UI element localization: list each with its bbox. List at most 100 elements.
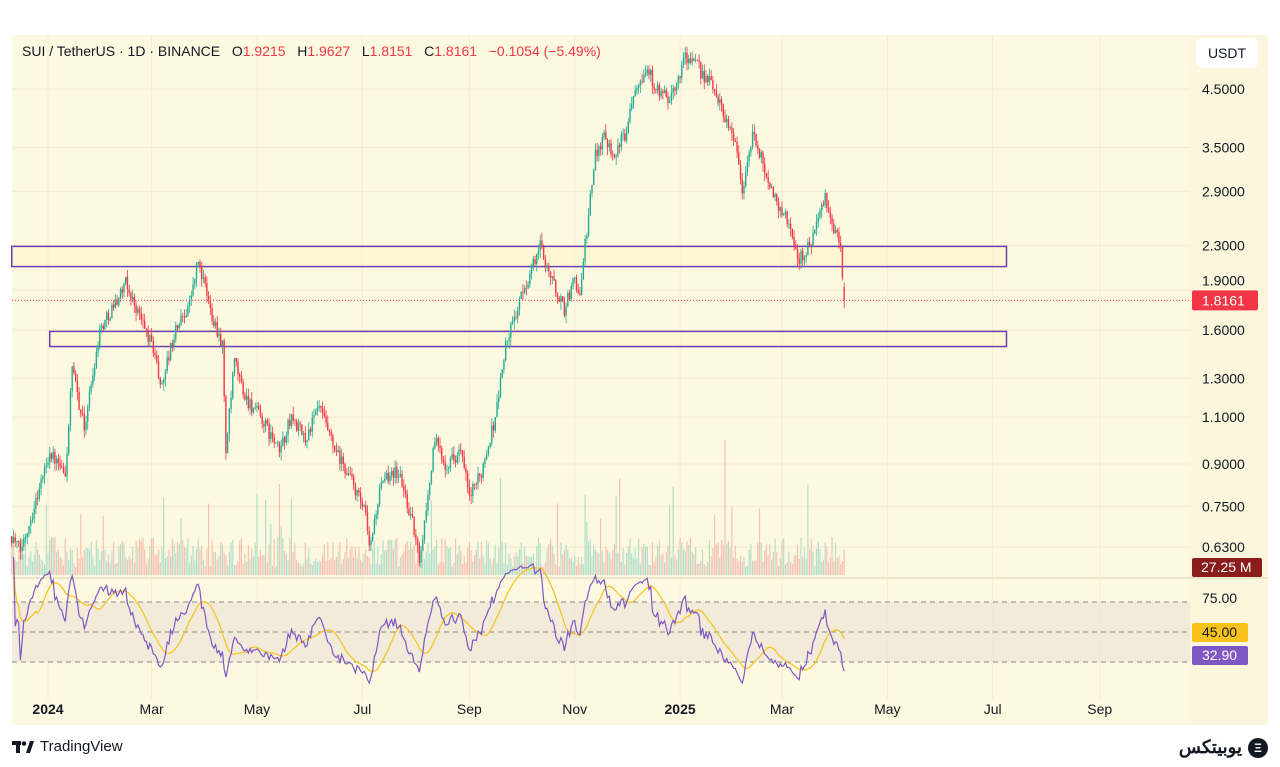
volume-bar — [441, 538, 443, 575]
volume-bar — [791, 563, 793, 575]
volume-bar — [596, 551, 598, 575]
candle — [613, 153, 616, 159]
candle-body — [195, 264, 198, 279]
candle — [176, 324, 179, 333]
volume-bar — [354, 546, 357, 575]
candle — [123, 282, 125, 298]
chart-area[interactable]: 4.5000 3.5000 2.9000 2.3000 1.9000 1.6000 1.30… — [0, 0, 1280, 728]
volume-bar — [568, 558, 571, 575]
candle-body — [385, 472, 388, 479]
symbol-title[interactable]: SUI / TetherUS · 1D · BINANCE — [22, 43, 221, 59]
candle-body — [591, 185, 593, 194]
support-resistance-zone[interactable] — [10, 245, 1008, 268]
price-chart[interactable]: 4.5000 3.5000 2.9000 2.3000 1.9000 1.6000 1.30… — [0, 0, 1280, 728]
candle — [389, 471, 391, 486]
candle-body — [750, 147, 752, 153]
candle-body — [302, 433, 305, 435]
candle — [415, 528, 417, 546]
candle-body — [501, 369, 503, 378]
candle-body — [54, 451, 56, 464]
support-resistance-zone[interactable] — [48, 330, 1008, 348]
candle — [700, 61, 702, 85]
volume-bar — [190, 555, 192, 575]
candle-body — [59, 463, 61, 467]
candle-body — [622, 133, 624, 135]
volume-bar — [118, 546, 120, 575]
candle — [73, 361, 75, 375]
volume-bar — [743, 557, 745, 575]
candle — [599, 142, 602, 156]
volume-bar — [719, 557, 721, 575]
volume-bar — [619, 478, 621, 575]
candle-body — [606, 139, 609, 148]
candle — [218, 327, 220, 342]
volume-bar — [681, 542, 683, 575]
candle — [739, 159, 742, 185]
candle-body — [112, 304, 115, 308]
volume-bar — [346, 538, 348, 575]
candle — [713, 88, 716, 96]
candle-body — [617, 144, 619, 156]
volume-bar — [107, 554, 110, 575]
volume-bar — [297, 562, 300, 575]
volume-bar — [646, 546, 648, 575]
volume-bar — [584, 495, 586, 575]
volume-bar — [413, 545, 415, 575]
candle — [681, 60, 683, 83]
candle-body — [214, 322, 217, 326]
volume-bar — [342, 559, 344, 575]
price-axis[interactable] — [1190, 35, 1268, 725]
volume-bar — [171, 539, 173, 575]
candle-body — [102, 325, 104, 330]
volume-bar — [156, 554, 158, 575]
candle — [125, 276, 127, 286]
volume-bar — [244, 554, 246, 575]
candle-body — [409, 514, 412, 515]
candle — [817, 212, 819, 228]
candle-body — [19, 541, 22, 552]
candle-body — [47, 462, 49, 466]
candle-body — [580, 279, 583, 295]
candle-body — [166, 357, 168, 372]
candle-body — [727, 119, 730, 129]
candle-body — [45, 465, 47, 468]
rsi-value-label: 32.90 — [1202, 647, 1237, 663]
volume-bar — [313, 560, 315, 575]
candle-body — [330, 431, 332, 436]
candle-body — [525, 287, 528, 289]
candle-body — [487, 447, 490, 455]
candle-body — [608, 143, 610, 148]
candle — [746, 155, 749, 177]
candle — [425, 502, 427, 524]
currency-button[interactable]: USDT — [1196, 38, 1258, 68]
volume-bar — [114, 564, 116, 575]
volume-bar — [261, 555, 263, 575]
candle — [232, 371, 234, 401]
candle-body — [641, 81, 643, 83]
candle-body — [513, 317, 515, 322]
price-tick-label: 1.9000 — [1202, 272, 1245, 288]
volume-bar — [349, 549, 351, 575]
candle-body — [359, 492, 362, 502]
volume-bar — [106, 561, 108, 575]
volume-bar — [43, 564, 46, 575]
candle — [190, 290, 193, 306]
candle-body — [396, 466, 398, 478]
volume-bar — [541, 564, 543, 575]
candle-body — [49, 453, 51, 463]
time-tick-label: Mar — [770, 701, 794, 717]
candle — [225, 394, 227, 460]
candle-body — [71, 366, 73, 392]
volume-bar — [631, 553, 633, 575]
candle — [487, 445, 490, 457]
volume-bar — [384, 550, 386, 575]
candle — [510, 321, 512, 346]
tradingview-logo[interactable]: TradingView — [12, 738, 123, 755]
candle-body — [843, 287, 845, 301]
candle — [627, 118, 629, 135]
volume-bar — [456, 554, 458, 575]
candle-body — [454, 460, 457, 463]
candle — [183, 309, 186, 324]
candle-body — [567, 292, 569, 307]
candle-body — [568, 292, 571, 300]
